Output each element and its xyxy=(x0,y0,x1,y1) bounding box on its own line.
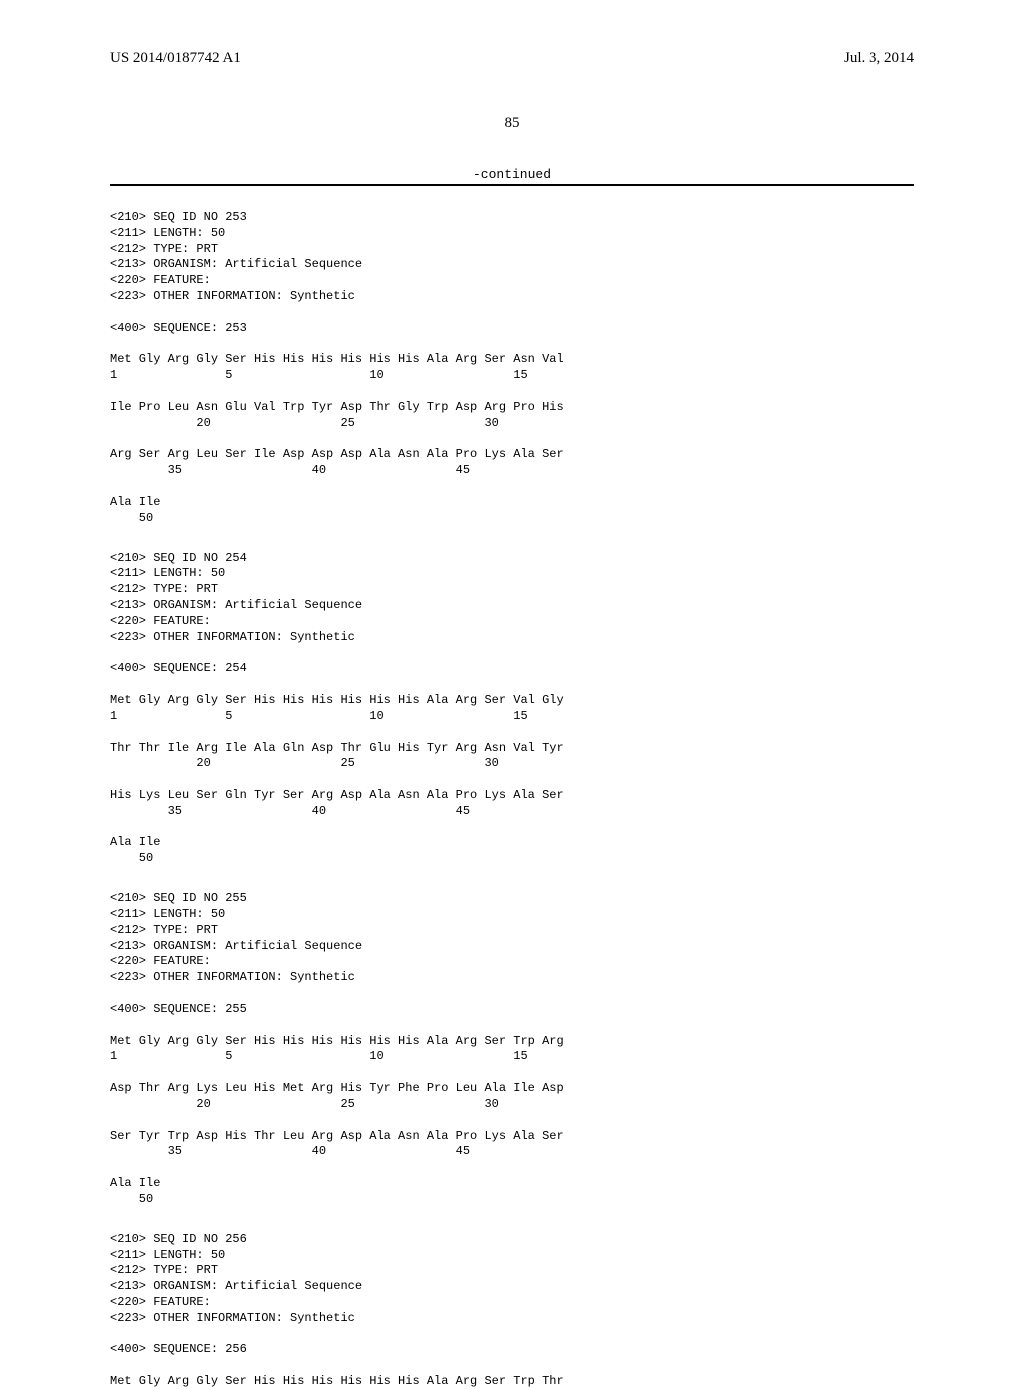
sequence-block: <210> SEQ ID NO 256 <211> LENGTH: 50 <21… xyxy=(110,1232,914,1390)
divider xyxy=(110,184,914,186)
continued-label: -continued xyxy=(110,167,914,182)
sequence-listing: <210> SEQ ID NO 253 <211> LENGTH: 50 <21… xyxy=(110,210,914,1390)
publication-date: Jul. 3, 2014 xyxy=(844,50,914,67)
page: US 2014/0187742 A1 Jul. 3, 2014 85 -cont… xyxy=(0,0,1024,1320)
page-number: 85 xyxy=(110,115,914,132)
sequence-block: <210> SEQ ID NO 254 <211> LENGTH: 50 <21… xyxy=(110,551,914,868)
sequence-block: <210> SEQ ID NO 253 <211> LENGTH: 50 <21… xyxy=(110,210,914,527)
sequence-block: <210> SEQ ID NO 255 <211> LENGTH: 50 <21… xyxy=(110,891,914,1208)
publication-number: US 2014/0187742 A1 xyxy=(110,50,241,67)
